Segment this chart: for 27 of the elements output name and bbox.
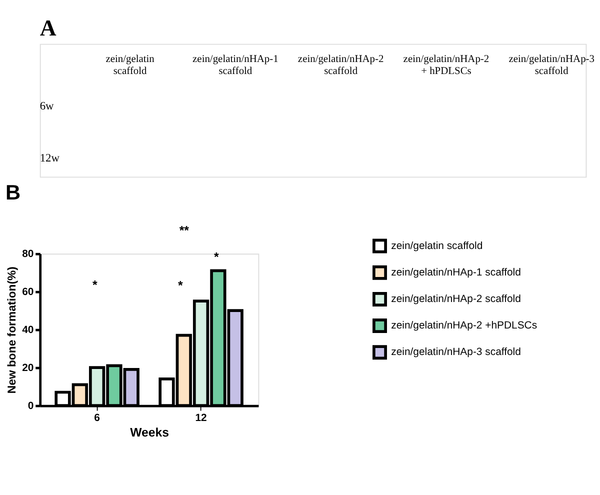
y-axis-title: New bone formation(%) (6, 266, 18, 394)
x-axis-title: Weeks (130, 425, 170, 440)
y-tick-label: 20 (22, 362, 34, 374)
text: ** (179, 224, 190, 238)
category-label: zein/gelatin/nHAp-2 + hPDLSCs (403, 54, 490, 78)
category-label: zein/gelatin/nHAp-3 scaffold (508, 54, 594, 78)
annotation: * (92, 278, 98, 292)
legend-label: zein/gelatin/nHAp-2 +hPDLSCs (391, 320, 538, 332)
legend-label: zein/gelatin/nHAp-1 scaffold (391, 267, 522, 278)
legend-label: zein/gelatin scaffold (391, 240, 483, 252)
text: A (40, 15, 57, 40)
category-label: zein/gelatin/nHAp-2 scaffold (298, 54, 384, 78)
y-tick-label: 80 (22, 248, 34, 260)
y-tick-label: 60 (22, 286, 34, 298)
x-tick-label: 6 (94, 413, 100, 424)
category-label: 12w (40, 152, 60, 165)
chart-title: B (5, 182, 21, 205)
annotation: * (214, 250, 220, 264)
annotation: * (178, 278, 183, 293)
legend-label: zein/gelatin/nHAp-2 scaffold (391, 294, 522, 306)
x-tick-label: 12 (195, 413, 208, 424)
category-label: zein/gelatin scaffold (106, 54, 156, 78)
category-label: zein/gelatin/nHAp-1 scaffold (192, 54, 278, 78)
y-tick-label: 0 (28, 400, 34, 412)
legend-label: zein/gelatin/nHAp-3 scaffold (391, 347, 522, 358)
y-tick-label: 40 (22, 324, 34, 336)
category-label: 6w (40, 100, 54, 112)
